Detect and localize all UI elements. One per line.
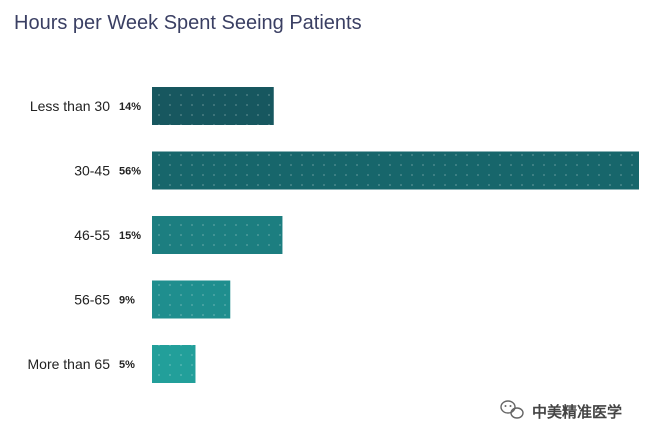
watermark-text: 中美精准医学 (532, 403, 622, 421)
value-label: 56% (119, 166, 141, 178)
bar-row: 46-55 15% (74, 216, 283, 254)
bar-row: 30-45 56% (74, 151, 639, 190)
value-label: 5% (119, 359, 135, 371)
chart-title: Hours per Week Spent Seeing Patients (14, 12, 362, 34)
bar-row: 56-65 9% (74, 280, 231, 319)
category-label: More than 65 (28, 356, 111, 372)
bar-row: More than 65 5% (28, 345, 196, 383)
category-label: Less than 30 (30, 98, 110, 114)
wechat-icon (500, 400, 524, 419)
category-label: 56-65 (74, 292, 110, 308)
value-label: 9% (119, 295, 135, 307)
value-label: 15% (119, 230, 141, 242)
bar-texture (152, 345, 196, 383)
bar-texture (152, 87, 274, 125)
bar-texture (152, 151, 639, 190)
bars-group: Less than 30 14% 30-45 56% 46-55 15% 56-65 9% Mo… (28, 87, 639, 383)
value-label: 14% (119, 101, 141, 113)
bar-texture (152, 216, 283, 254)
watermark: 中美精准医学 (500, 400, 622, 421)
bar-texture (152, 280, 231, 319)
bar-row: Less than 30 14% (30, 87, 274, 125)
category-label: 30-45 (74, 163, 110, 179)
category-label: 46-55 (74, 227, 110, 243)
